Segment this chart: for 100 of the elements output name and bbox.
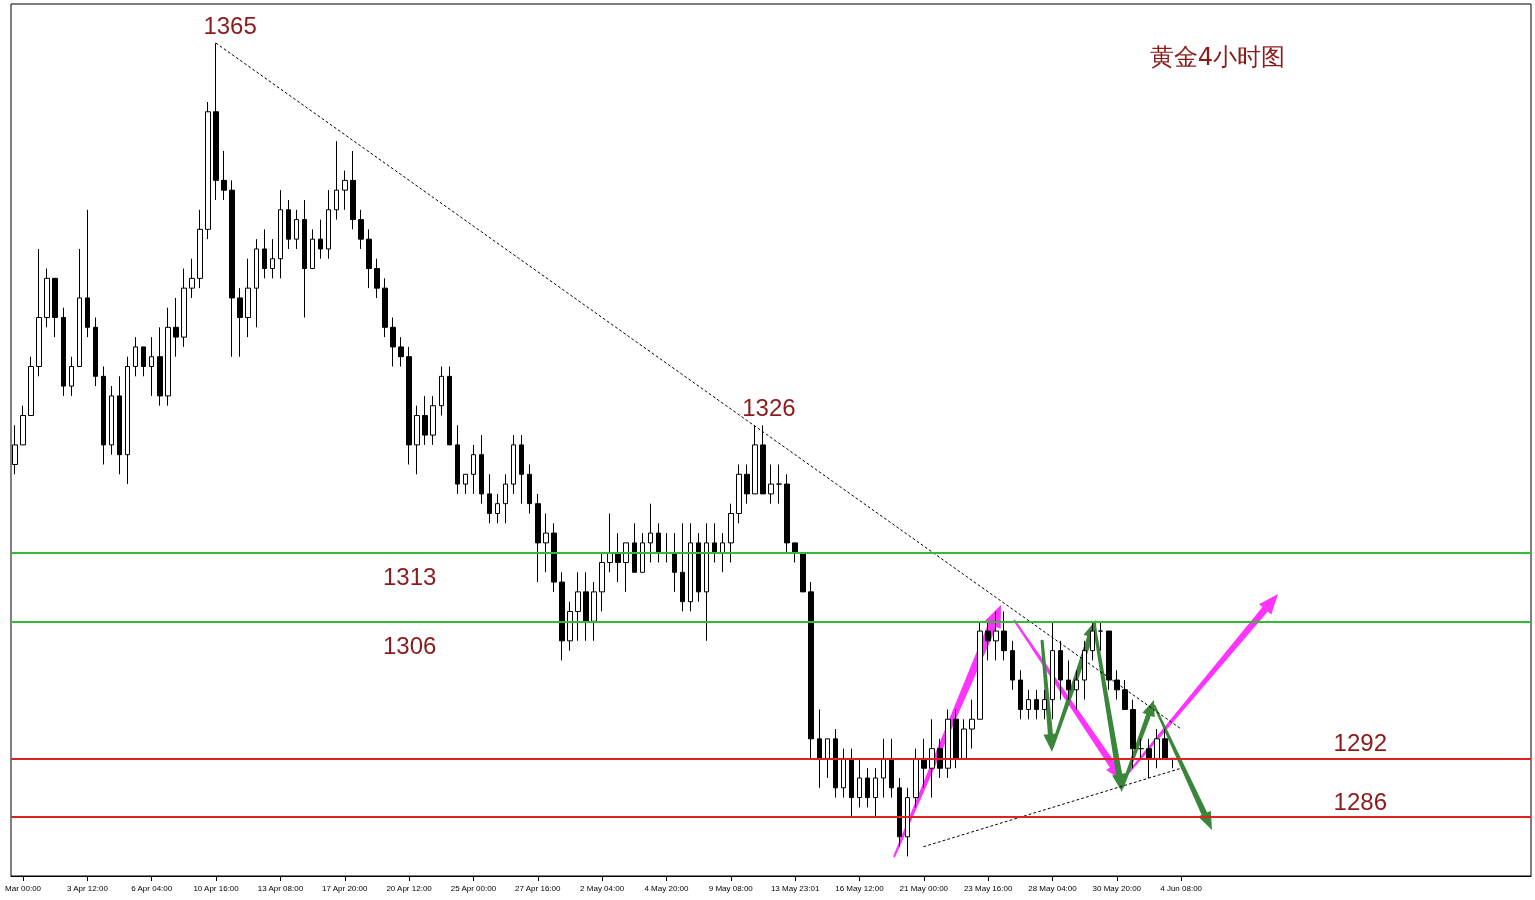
candlestick (447, 366, 452, 446)
candlestick (1130, 699, 1136, 769)
candlestick (1138, 738, 1144, 759)
candlestick (825, 738, 830, 779)
candlestick (350, 150, 356, 230)
annotation: 1365 (203, 11, 257, 39)
candlestick (270, 238, 275, 279)
candlestick (575, 571, 581, 642)
candlestick (1122, 679, 1128, 710)
candlestick (245, 258, 251, 338)
candlestick (286, 199, 291, 250)
x-tick-label: 20 Apr 12:00 (386, 883, 433, 893)
candlestick (294, 209, 299, 250)
candlestick (688, 522, 693, 612)
candlestick (784, 473, 790, 554)
candlestick (1018, 669, 1023, 720)
candlestick (985, 620, 991, 661)
candlestick (632, 522, 637, 573)
candlestick (648, 503, 653, 563)
candlestick (881, 738, 886, 799)
candlestick (752, 424, 758, 495)
candlestick (1074, 669, 1079, 710)
ref-line-label: 1292 (1333, 728, 1387, 756)
candlestick (567, 601, 573, 652)
x-tick-label: 4 May 20:00 (644, 883, 690, 893)
candlestick (961, 718, 967, 759)
x-tick-label: 13 Apr 08:00 (257, 883, 304, 893)
candlestick (262, 228, 267, 279)
candlestick (720, 532, 725, 573)
candlestick (623, 542, 629, 593)
candlestick (728, 503, 734, 563)
x-tick-label: 6 Apr 04:00 (131, 883, 173, 893)
candlestick (808, 581, 814, 759)
candlestick (696, 532, 701, 603)
candlestick (897, 777, 902, 848)
candlestick (849, 748, 854, 818)
candlestick (1090, 620, 1095, 661)
candlestick (511, 434, 516, 495)
candlestick (599, 552, 605, 612)
candlestick (712, 522, 717, 563)
x-tick-label: 28 May 04:00 (1028, 883, 1078, 893)
x-tick-label: 2 May 04:00 (580, 883, 625, 893)
ref-line-label: 1306 (383, 631, 437, 659)
x-tick-label: 23 May 16:00 (963, 883, 1013, 893)
candlestick (366, 228, 372, 289)
text: 黄金4小时图 (1149, 43, 1286, 71)
candlestick (109, 385, 114, 456)
candlestick (889, 738, 894, 799)
candlestick (463, 473, 468, 495)
candlestick (736, 463, 742, 524)
candlestick (905, 787, 910, 857)
candlestick (205, 101, 211, 240)
ref-line-label: 1286 (1333, 787, 1387, 815)
candlestick (873, 767, 878, 818)
candlestick (44, 268, 50, 328)
candlestick (173, 297, 179, 358)
candlestick (125, 356, 130, 485)
candlestick (1034, 689, 1039, 720)
x-tick-label: 30 May 20:00 (1092, 883, 1142, 893)
candlestick (406, 346, 412, 465)
candlestick (430, 395, 436, 446)
candlestick (792, 542, 798, 563)
candlestick (503, 473, 508, 524)
candlestick (1114, 669, 1120, 701)
candlestick (77, 248, 82, 368)
candlestick (704, 522, 709, 642)
candlestick (672, 532, 677, 593)
candlestick (977, 620, 983, 720)
candlestick (929, 718, 935, 799)
candlestick (1154, 728, 1160, 769)
candlestick (471, 444, 476, 495)
candlestick (342, 170, 348, 211)
candlestick (937, 738, 943, 779)
candlestick (382, 277, 388, 338)
candlestick (36, 248, 42, 377)
candlestick (254, 238, 259, 328)
candlestick (664, 532, 669, 563)
candlestick (776, 463, 782, 505)
candlestick (865, 767, 870, 808)
candlestick (28, 356, 34, 417)
candlestick (422, 395, 428, 446)
candlestick (20, 405, 26, 446)
candlestick (52, 277, 58, 338)
candlestick (744, 463, 750, 505)
candlestick (640, 532, 645, 573)
candlestick (945, 708, 951, 779)
x-tick-label: 16 May 12:00 (835, 883, 885, 893)
candlestick (1106, 630, 1112, 691)
candlestick (615, 532, 621, 583)
candlestick (913, 748, 919, 808)
candlestick (278, 189, 283, 279)
candlestick (760, 424, 766, 495)
candlestick (583, 571, 589, 642)
candlestick (1162, 728, 1168, 759)
x-tick-label: 17 Apr 20:00 (322, 883, 368, 893)
x-tick-label: 3 Apr 12:00 (66, 883, 109, 893)
x-tick-label: 9 May 08:00 (708, 883, 754, 893)
candlestick (768, 463, 774, 505)
candlestick (374, 258, 380, 299)
candlestick (953, 708, 959, 769)
